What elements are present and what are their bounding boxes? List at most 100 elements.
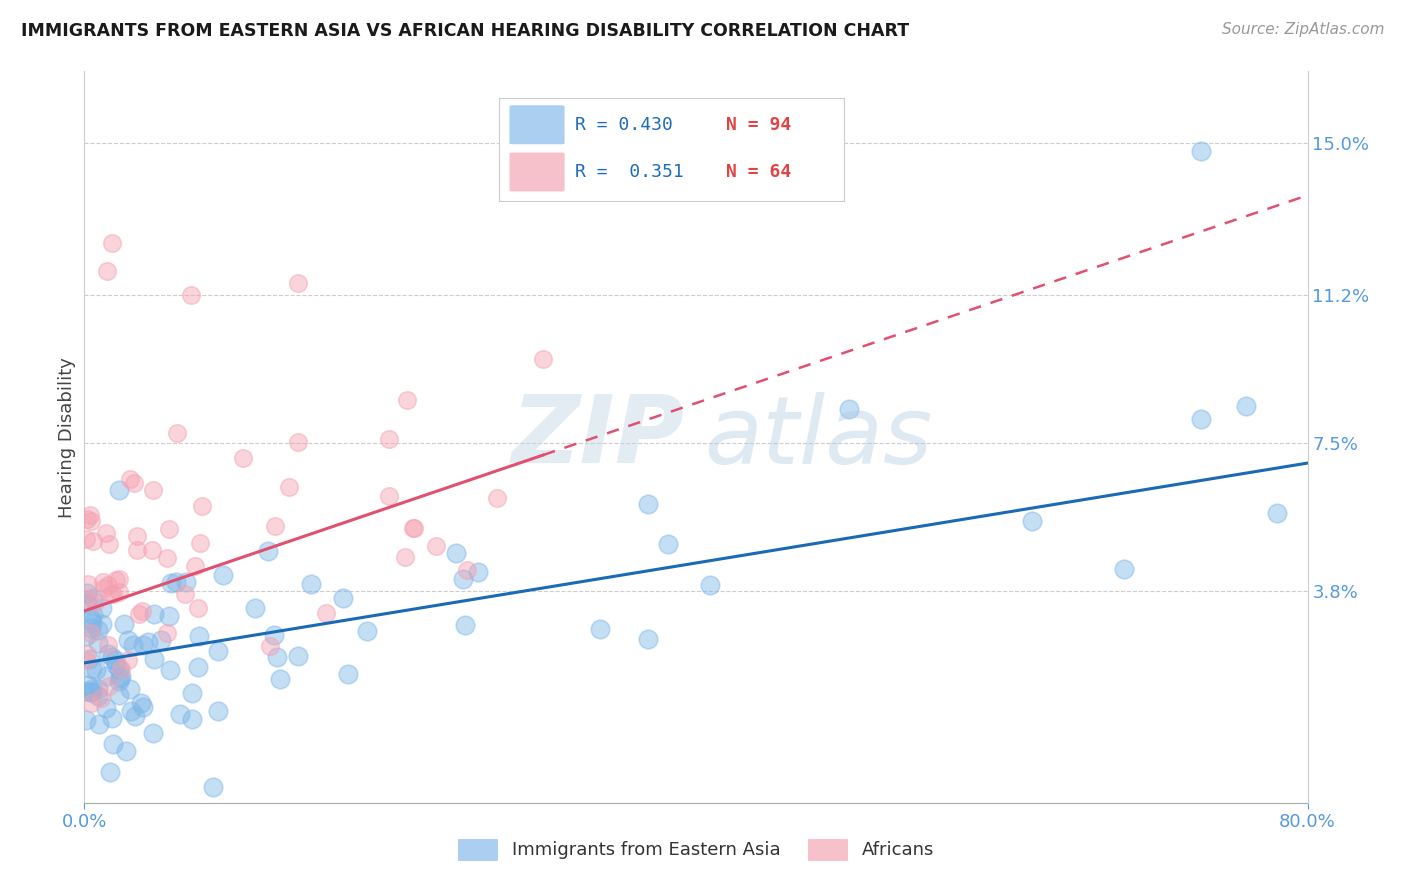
Point	[124, 709, 146, 723]
Point	[86, 623, 108, 637]
Text: atlas: atlas	[704, 392, 932, 483]
Point	[446, 546, 468, 560]
Point	[82, 608, 104, 623]
Point	[80, 622, 103, 636]
Point	[105, 658, 128, 673]
Text: R = 0.430: R = 0.430	[575, 116, 673, 134]
Point	[79, 652, 101, 666]
FancyBboxPatch shape	[509, 153, 565, 192]
Point	[156, 625, 179, 640]
Point	[76, 512, 98, 526]
Point	[87, 690, 110, 704]
Point	[108, 671, 131, 685]
Point	[157, 609, 180, 624]
Point	[141, 543, 163, 558]
Point	[94, 701, 117, 715]
Text: N = 94: N = 94	[727, 116, 792, 134]
Point	[124, 475, 146, 490]
Point	[396, 392, 419, 407]
Point	[588, 623, 610, 637]
Point	[77, 591, 100, 606]
Point	[188, 536, 211, 550]
Point	[96, 669, 118, 683]
Point	[97, 638, 120, 652]
Point	[79, 515, 101, 529]
Point	[169, 707, 191, 722]
Point	[76, 647, 98, 661]
Point	[451, 572, 474, 586]
Point	[75, 713, 97, 727]
Point	[108, 483, 131, 497]
Point	[101, 650, 124, 665]
Point	[1189, 145, 1212, 159]
Point	[82, 591, 104, 606]
Point	[75, 629, 97, 643]
Point	[263, 518, 285, 533]
Point	[110, 662, 132, 676]
Point	[180, 712, 202, 726]
Point	[1265, 506, 1288, 520]
Point	[159, 576, 181, 591]
Text: Source: ZipAtlas.com: Source: ZipAtlas.com	[1222, 22, 1385, 37]
Point	[190, 500, 212, 514]
Y-axis label: Hearing Disability: Hearing Disability	[58, 357, 76, 517]
Point	[83, 595, 105, 609]
Point	[202, 780, 225, 794]
Point	[278, 480, 301, 494]
Point	[101, 737, 124, 751]
Point	[1021, 514, 1043, 528]
Point	[637, 497, 659, 511]
Point	[77, 678, 100, 692]
Point	[82, 685, 104, 699]
Point	[142, 483, 165, 497]
Point	[115, 744, 138, 758]
Point	[299, 577, 322, 591]
Point	[132, 699, 155, 714]
Point	[143, 607, 166, 621]
Text: N = 64: N = 64	[727, 163, 792, 181]
Point	[75, 684, 97, 698]
Point	[131, 696, 153, 710]
Point	[125, 528, 148, 542]
Point	[76, 586, 98, 600]
Point	[402, 521, 425, 535]
Point	[86, 635, 108, 649]
Point	[257, 544, 280, 558]
Point	[117, 632, 139, 647]
Point	[79, 685, 101, 699]
Point	[80, 612, 103, 626]
Point	[108, 688, 131, 702]
Point	[181, 686, 204, 700]
Point	[211, 568, 233, 582]
Point	[394, 549, 416, 564]
Point	[425, 539, 447, 553]
Point	[263, 627, 285, 641]
Point	[207, 704, 229, 718]
Point	[87, 717, 110, 731]
Point	[84, 663, 107, 677]
Point	[91, 617, 114, 632]
Point	[107, 585, 129, 599]
Point	[188, 629, 211, 643]
Point	[96, 264, 118, 278]
Point	[165, 575, 187, 590]
Point	[117, 652, 139, 666]
Point	[82, 534, 104, 549]
Point	[1189, 412, 1212, 426]
Point	[80, 615, 103, 630]
Point	[142, 652, 165, 666]
Point	[287, 276, 309, 290]
Point	[378, 433, 401, 447]
Point	[531, 351, 554, 366]
Point	[156, 550, 179, 565]
Point	[128, 607, 150, 621]
Point	[76, 597, 98, 611]
Point	[80, 626, 103, 640]
Point	[1236, 399, 1258, 413]
Point	[107, 674, 129, 689]
Point	[97, 679, 120, 693]
Point	[174, 574, 197, 589]
Point	[87, 682, 110, 697]
Legend: Immigrants from Eastern Asia, Africans: Immigrants from Eastern Asia, Africans	[450, 831, 942, 867]
Text: ZIP: ZIP	[512, 391, 685, 483]
